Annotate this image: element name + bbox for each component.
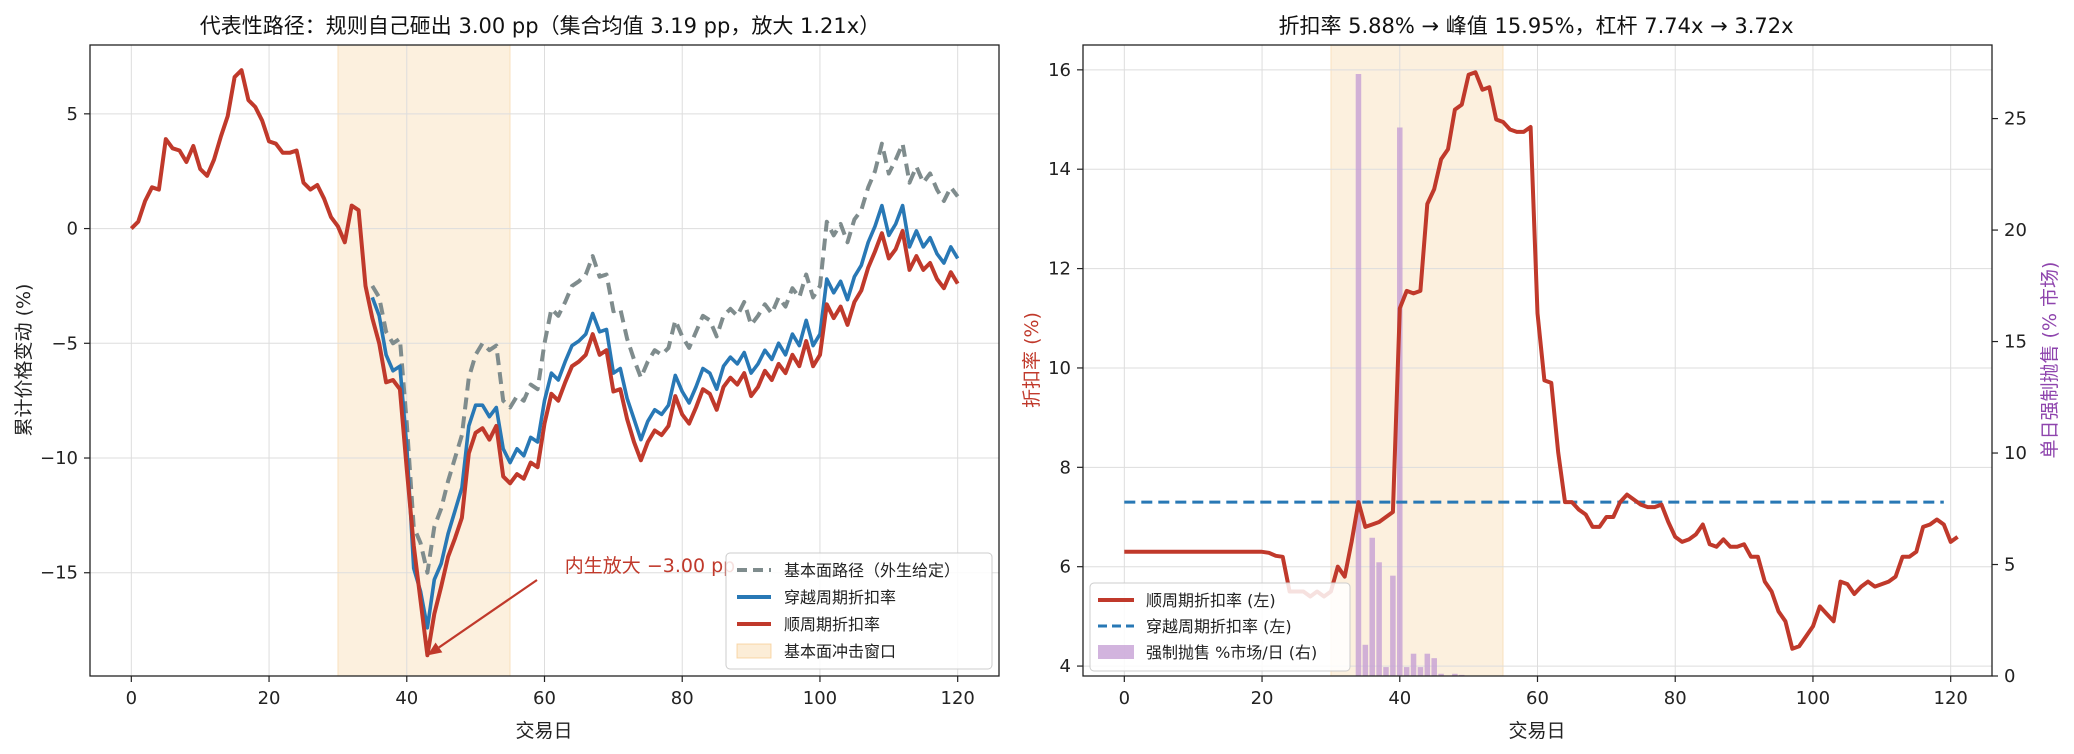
y-tick-label: 0 xyxy=(67,219,78,240)
right-x-ticks: 0 20 40 60 80 100 120 xyxy=(1119,676,1968,709)
y-tick-label-left: 4 xyxy=(1060,656,1071,677)
left-y-axis-label: 累计价格变动 (%) xyxy=(13,284,35,437)
legend-label-through-cycle-rate: 穿越周期折扣率 (左) xyxy=(1146,617,1292,636)
y-tick-label: −5 xyxy=(51,333,78,354)
right-y-ticks-right: 0 5 10 15 20 25 xyxy=(1992,109,2027,687)
x-tick-label: 40 xyxy=(395,688,418,709)
x-tick-label: 80 xyxy=(671,688,694,709)
right-y-axis-label-right: 单日强制抛售 (% 市场) xyxy=(2039,262,2061,459)
x-tick-label: 0 xyxy=(126,688,137,709)
annotation-arrow-line xyxy=(438,579,538,649)
x-tick-label: 60 xyxy=(533,688,556,709)
y-tick-label-left: 10 xyxy=(1048,358,1071,379)
right-chart-panel: 折扣率 5.88% → 峰值 15.95%，杠杆 7.74x → 3.72x 0… xyxy=(1021,14,2061,742)
shock-window-band xyxy=(337,44,511,677)
series-line-procyclical xyxy=(129,68,960,658)
y-tick-label-right: 5 xyxy=(2004,555,2015,576)
legend-label-through-cycle: 穿越周期折扣率 xyxy=(784,588,896,607)
y-tick-label-right: 15 xyxy=(2004,332,2027,353)
y-tick-label-left: 8 xyxy=(1060,457,1071,478)
y-tick-label: −10 xyxy=(40,448,78,469)
y-tick-label-left: 16 xyxy=(1048,60,1071,81)
y-tick-label-right: 20 xyxy=(2004,220,2027,241)
y-tick-label-right: 10 xyxy=(2004,443,2027,464)
legend-swatch-shock-window xyxy=(736,643,772,659)
x-tick-label: 120 xyxy=(941,688,975,709)
legend-label-procyclical: 顺周期折扣率 xyxy=(784,615,880,634)
y-tick-label-left: 14 xyxy=(1048,159,1071,180)
x-tick-label: 120 xyxy=(1934,688,1968,709)
legend-swatch-forced-sales xyxy=(1098,645,1134,659)
forced-sales-bar xyxy=(1424,653,1431,676)
right-grid xyxy=(1083,45,1992,676)
y-tick-label-left: 6 xyxy=(1060,557,1071,578)
legend-label-shock-window: 基本面冲击窗口 xyxy=(784,642,896,661)
right-x-axis-label: 交易日 xyxy=(1508,720,1565,742)
y-tick-label: 5 xyxy=(67,104,78,125)
right-chart-title: 折扣率 5.88% → 峰值 15.95%，杠杆 7.74x → 3.72x xyxy=(1278,14,1793,38)
left-chart-title: 代表性路径：规则自己砸出 3.00 pp（集合均值 3.19 pp，放大 1.2… xyxy=(200,14,880,38)
annotation-label: 内生放大 −3.00 pp xyxy=(565,555,735,577)
left-legend-box xyxy=(725,552,993,670)
left-x-ticks: 0 20 40 60 80 100 120 xyxy=(126,676,975,709)
y-tick-label-right: 0 xyxy=(2004,666,2015,687)
right-legend: 顺周期折扣率 (左) 穿越周期折扣率 (左) 强制抛售 %市场/日 (右) xyxy=(1089,582,1351,672)
y-tick-label-right: 25 xyxy=(2004,109,2027,130)
forced-sales-bar xyxy=(1376,562,1382,676)
legend-label-forced-sales: 强制抛售 %市场/日 (右) xyxy=(1146,643,1317,662)
forced-sales-bar xyxy=(1362,644,1369,676)
left-lines-layer xyxy=(129,68,960,658)
x-tick-label: 20 xyxy=(258,688,281,709)
left-shock-window-layer xyxy=(337,44,511,677)
right-y-axis-label-left: 折扣率 (%) xyxy=(1021,312,1043,408)
forced-sales-bar xyxy=(1369,537,1375,676)
left-annotation: 内生放大 −3.00 pp xyxy=(427,555,735,656)
forced-sales-bar xyxy=(1410,653,1417,676)
right-y-ticks-left: 4 6 8 10 12 14 16 xyxy=(1048,60,1083,677)
x-tick-label: 40 xyxy=(1388,688,1411,709)
series-line-fundamental xyxy=(370,141,960,575)
series-line-procyclical-rate xyxy=(1124,70,1959,651)
series-line-through-cycle xyxy=(370,203,960,630)
x-tick-label: 20 xyxy=(1251,688,1274,709)
left-x-axis-label: 交易日 xyxy=(515,720,572,742)
forced-sales-bar xyxy=(1397,127,1403,676)
forced-sales-bar xyxy=(1417,667,1424,676)
left-y-ticks: 5 0 −5 −10 −15 xyxy=(40,104,90,584)
left-chart-panel: 代表性路径：规则自己砸出 3.00 pp（集合均值 3.19 pp，放大 1.2… xyxy=(13,14,1000,742)
left-grid xyxy=(90,45,999,676)
x-tick-label: 80 xyxy=(1664,688,1687,709)
forced-sales-bar xyxy=(1403,667,1410,676)
forced-sales-bar xyxy=(1390,575,1396,676)
legend-label-fundamental: 基本面路径（外生给定） xyxy=(784,561,960,580)
forced-sales-bar xyxy=(1431,658,1437,676)
forced-sales-bar xyxy=(1438,673,1444,676)
annotation-arrow-head xyxy=(427,642,443,656)
forced-sales-bar xyxy=(1452,673,1458,676)
y-tick-label: −15 xyxy=(40,563,78,584)
x-tick-label: 0 xyxy=(1119,688,1130,709)
right-legend-box xyxy=(1089,582,1351,672)
left-legend: 基本面路径（外生给定） 穿越周期折扣率 顺周期折扣率 基本面冲击窗口 xyxy=(725,552,993,670)
x-tick-label: 60 xyxy=(1526,688,1549,709)
legend-label-procyclical-rate: 顺周期折扣率 (左) xyxy=(1146,591,1276,610)
forced-sales-bar xyxy=(1355,73,1362,677)
forced-sales-bar xyxy=(1383,667,1389,676)
right-lines-layer xyxy=(1124,70,1959,651)
x-tick-label: 100 xyxy=(803,688,837,709)
y-tick-label-left: 12 xyxy=(1048,259,1071,280)
x-tick-label: 100 xyxy=(1796,688,1830,709)
